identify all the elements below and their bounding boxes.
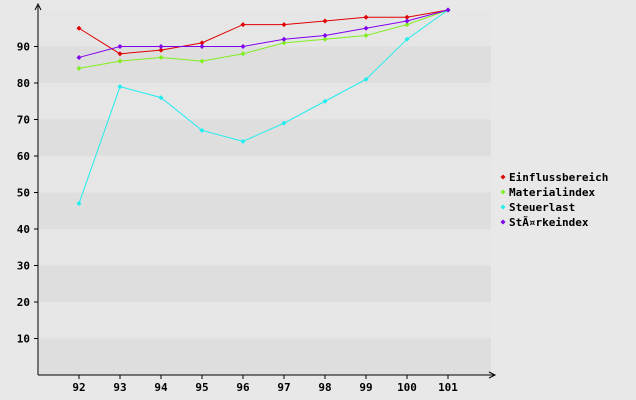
grid-band [39, 302, 491, 339]
data-point [240, 138, 246, 144]
legend: Einflussbereich Materialindex Steuerlast St… [500, 171, 608, 229]
data-point [363, 33, 369, 39]
data-point [281, 120, 287, 126]
grid-band [39, 192, 491, 229]
y-tick-label: 20 [17, 296, 30, 309]
legend-label: StÃ¤rkeindex [509, 216, 589, 229]
data-point [404, 36, 410, 42]
data-point [404, 14, 410, 20]
data-point [363, 76, 369, 82]
x-tick-label: 97 [277, 381, 290, 394]
data-point [199, 44, 205, 49]
series-line [78, 9, 449, 55]
x-axis-arrow [488, 371, 497, 379]
y-tick-label: 70 [17, 114, 30, 127]
x-tick-label: 93 [113, 381, 126, 394]
data-point [158, 54, 164, 60]
legend-item: Einflussbereich [500, 171, 608, 184]
data-point [117, 44, 123, 49]
data-point [363, 25, 369, 31]
x-tick-label: 96 [236, 381, 250, 394]
legend-label: Steuerlast [509, 201, 575, 214]
series-line [78, 9, 449, 204]
y-tick-label: 50 [17, 187, 30, 200]
data-point [158, 44, 164, 49]
data-point [76, 54, 82, 60]
data-point [404, 22, 410, 28]
legend-label: Materialindex [509, 186, 595, 199]
series-line [78, 9, 449, 69]
x-tick-label: 99 [359, 381, 372, 394]
data-point [240, 51, 246, 57]
y-tick-label: 10 [17, 333, 30, 346]
data-point [199, 40, 205, 46]
y-tick-label: 60 [17, 150, 30, 163]
data-point [322, 36, 328, 42]
data-point [240, 22, 246, 28]
legend-marker [500, 174, 506, 180]
x-tick-label: 95 [195, 381, 208, 394]
data-point [281, 40, 287, 46]
grid-band [39, 338, 491, 375]
legend-marker [500, 204, 506, 210]
y-tick-label: 80 [17, 77, 30, 90]
data-point [199, 58, 205, 64]
series-line [78, 9, 449, 58]
series-3 [76, 7, 451, 206]
x-tick-label: 94 [154, 381, 168, 394]
legend-item: StÃ¤rkeindex [500, 216, 589, 229]
legend-item: Steuerlast [500, 201, 575, 214]
data-point [281, 36, 287, 42]
y-tick-label: 90 [17, 41, 30, 54]
grid-band [39, 119, 491, 156]
legend-label: Einflussbereich [509, 171, 608, 184]
grid-band [39, 46, 491, 83]
data-point [363, 14, 369, 20]
data-point [76, 25, 82, 31]
series-lines [76, 7, 451, 206]
data-point [117, 84, 123, 90]
y-axis-ticks: 10 20 30 40 50 60 70 80 90 [17, 41, 38, 346]
y-tick-label: 30 [17, 260, 30, 273]
legend-item: Materialindex [500, 186, 595, 199]
data-point [158, 47, 164, 53]
x-tick-label: 92 [72, 381, 85, 394]
axes [34, 2, 497, 379]
grid-band [39, 265, 491, 302]
y-axis-arrow [34, 2, 42, 11]
data-point [199, 127, 205, 133]
series-2 [76, 7, 451, 71]
series-4 [76, 7, 451, 60]
x-tick-label: 98 [318, 381, 331, 394]
data-point [117, 58, 123, 64]
data-point [281, 22, 287, 28]
data-point [76, 200, 82, 206]
data-point [158, 95, 164, 101]
data-point [117, 51, 123, 57]
grid-band [39, 83, 491, 120]
data-point [322, 98, 328, 104]
grid-band [39, 229, 491, 266]
grid-band [39, 156, 491, 193]
data-point [322, 18, 328, 24]
legend-marker [500, 219, 506, 225]
plot-background [39, 10, 491, 375]
data-point [322, 33, 328, 39]
x-tick-label: 101 [438, 381, 458, 394]
data-point [445, 7, 451, 13]
legend-marker [500, 189, 506, 195]
data-point [240, 44, 246, 49]
x-tick-label: 100 [397, 381, 417, 394]
data-point [76, 65, 82, 71]
x-axis-ticks: 92 93 94 95 96 97 98 99 100 101 [72, 375, 458, 394]
y-tick-label: 40 [17, 223, 30, 236]
data-point [404, 18, 410, 24]
